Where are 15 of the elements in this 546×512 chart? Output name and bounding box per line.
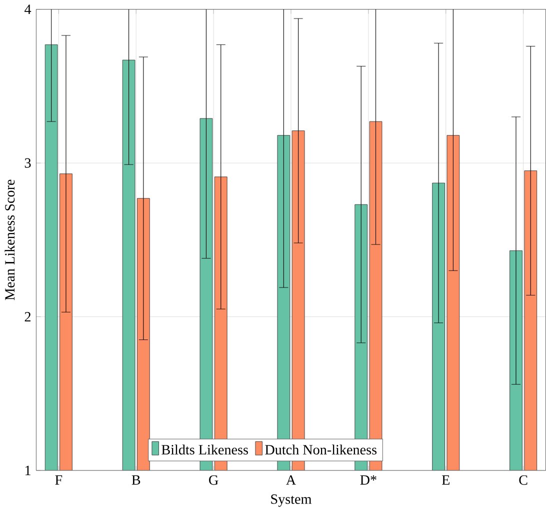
x-tick-label: E (442, 476, 450, 485)
y-axis-title: Mean Likeness Score (4, 180, 15, 300)
legend-label: Bildts Likeness (162, 444, 248, 455)
x-tick-label: D* (360, 476, 376, 485)
y-tick-label: 2 (24, 312, 31, 322)
x-tick-label: C (519, 476, 528, 486)
y-tick-label: 1 (25, 466, 30, 476)
x-axis-title: System (271, 494, 312, 508)
y-tick-label: 3 (24, 158, 31, 168)
x-tick-label: A (286, 476, 296, 485)
x-tick-label: B (132, 476, 140, 485)
x-tick-label: F (55, 476, 62, 485)
y-tick-label: 4 (24, 4, 32, 14)
legend-label: Dutch Non-likeness (265, 444, 377, 455)
x-tick-label: G (209, 476, 218, 486)
